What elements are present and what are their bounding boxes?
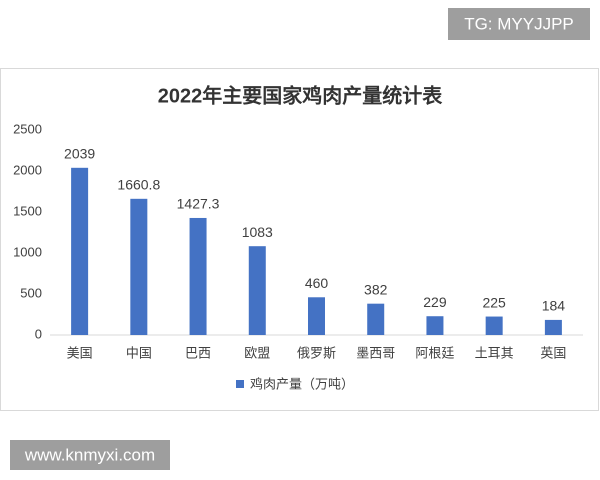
data-label: 382 (364, 281, 388, 297)
watermark-box (448, 8, 590, 40)
x-tick-label: 阿根廷 (415, 345, 454, 360)
x-tick-label: 欧盟 (244, 345, 270, 360)
chart-frame (0, 68, 599, 411)
data-label: 225 (482, 294, 506, 310)
bar (248, 246, 266, 335)
data-label: 229 (423, 294, 447, 310)
x-tick-label: 俄罗斯 (297, 345, 336, 360)
data-label: 1427.3 (177, 196, 220, 212)
y-tick-label: 2000 (13, 162, 42, 177)
y-tick-label: 1500 (13, 203, 42, 218)
y-tick-label: 1000 (13, 244, 42, 259)
watermark: TG: MYYJJPP (464, 14, 574, 33)
data-label: 184 (542, 298, 566, 314)
x-tick-label: 美国 (67, 345, 93, 360)
x-tick-label: 土耳其 (475, 345, 514, 360)
legend-swatch (236, 380, 244, 388)
x-tick-label: 巴西 (185, 345, 211, 360)
data-label: 460 (305, 275, 329, 291)
bar (426, 316, 444, 335)
data-label: 1660.8 (117, 177, 160, 193)
bar (544, 319, 562, 335)
watermark: www.knmyxi.com (24, 445, 155, 464)
bar (485, 316, 503, 335)
bar (189, 217, 207, 335)
x-tick-label: 墨西哥 (356, 345, 395, 360)
bar (308, 297, 325, 335)
bar (367, 303, 385, 335)
watermark-box (10, 440, 170, 470)
bar (130, 198, 148, 335)
bar (71, 167, 89, 335)
data-label: 2039 (64, 146, 95, 162)
chart-title: 2022年主要国家鸡肉产量统计表 (158, 83, 443, 107)
legend-label: 鸡肉产量（万吨） (250, 376, 354, 391)
data-label: 1083 (242, 224, 273, 240)
y-tick-label: 0 (35, 326, 42, 341)
x-tick-label: 英国 (540, 345, 566, 360)
y-tick-label: 500 (20, 285, 42, 300)
x-tick-label: 中国 (126, 345, 152, 360)
y-tick-label: 2500 (13, 121, 42, 136)
